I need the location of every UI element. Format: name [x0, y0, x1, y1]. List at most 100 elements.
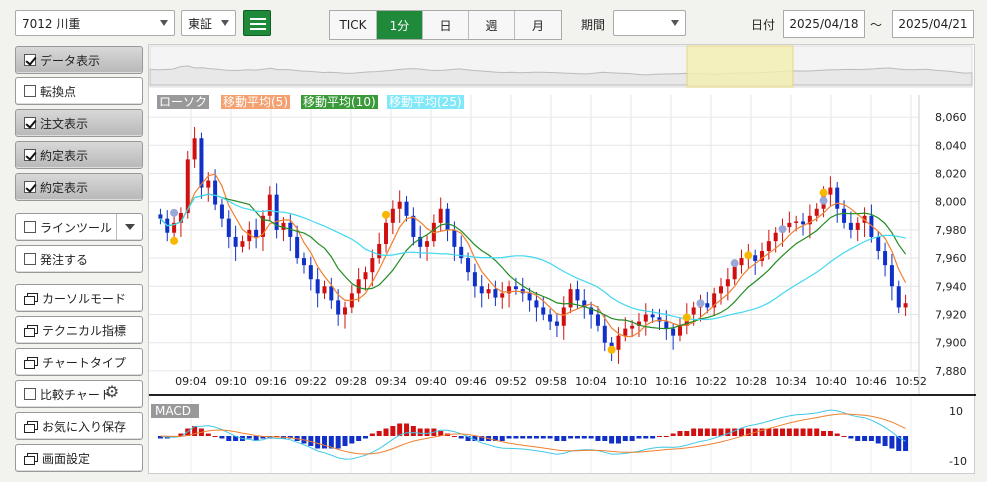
- tab-2[interactable]: 日: [423, 11, 469, 39]
- candle-body: [308, 265, 313, 280]
- sidebar-item-6[interactable]: 発注する: [15, 245, 143, 273]
- candle-body: [315, 279, 320, 294]
- macd-bar: [410, 426, 416, 436]
- macd-bar: [274, 436, 280, 437]
- checkbox-icon[interactable]: [24, 388, 36, 400]
- price-tick-label: 7,900: [935, 337, 967, 350]
- sidebar-item-10[interactable]: 比較チャート: [15, 380, 143, 408]
- tab-0[interactable]: TICK: [330, 11, 377, 39]
- macd-label: MACD: [155, 404, 191, 418]
- macd-bar: [219, 436, 225, 439]
- chart-panel[interactable]: 7,880 7,900 7,920 7,940 7,960 7,980 8,000 8,020…: [148, 44, 976, 475]
- window-icon[interactable]: [24, 452, 38, 465]
- ma25-line: [159, 193, 906, 321]
- candle-body: [575, 289, 580, 301]
- macd-bar: [650, 436, 656, 439]
- trade-marker: [778, 225, 787, 234]
- sidebar-item-4[interactable]: 約定表示: [15, 173, 143, 201]
- tab-4[interactable]: 月: [531, 18, 544, 33]
- symbol-select[interactable]: 7012 川重: [15, 10, 175, 36]
- candle-body: [390, 208, 395, 223]
- sidebar-item-3[interactable]: 約定表示: [15, 141, 143, 169]
- macd-bar: [492, 436, 498, 441]
- sidebar-item-1[interactable]: 転換点: [15, 77, 143, 105]
- period-select[interactable]: [613, 10, 686, 36]
- window-icon[interactable]: [24, 324, 38, 337]
- trade-marker: [730, 259, 739, 268]
- checkbox-icon[interactable]: [24, 221, 36, 233]
- date-to-input[interactable]: 2025/04/21: [892, 10, 974, 38]
- checkbox-checked-icon[interactable]: [24, 117, 36, 129]
- sidebar-item-11[interactable]: お気に入り保存: [15, 412, 143, 440]
- macd-bar: [643, 436, 649, 439]
- time-tick-label: 10:16: [655, 375, 687, 388]
- candle-body: [466, 258, 471, 273]
- candle-body: [739, 258, 744, 266]
- checkbox-icon[interactable]: [24, 85, 36, 97]
- navigator[interactable]: [149, 45, 973, 88]
- candle-body: [281, 222, 286, 230]
- macd-bar: [205, 433, 211, 436]
- candle-body: [260, 215, 265, 237]
- price-chart[interactable]: 7,880 7,900 7,920 7,940 7,960 7,980 8,000 8,020…: [149, 45, 976, 475]
- candle-body: [219, 204, 224, 219]
- candle-body: [602, 325, 607, 343]
- macd-bar: [855, 436, 861, 441]
- sidebar-item-label: チャートタイプ: [42, 355, 126, 370]
- navigator-window[interactable]: [686, 45, 794, 88]
- tab-1[interactable]: 1分: [377, 11, 423, 39]
- macd-bar: [889, 436, 895, 449]
- macd-bar: [363, 436, 369, 439]
- macd-bar: [342, 436, 348, 446]
- candle-body: [719, 286, 723, 294]
- macd-bar: [704, 428, 710, 436]
- macd-bar: [841, 436, 847, 437]
- price-tick-label: 7,880: [935, 365, 967, 378]
- window-icon[interactable]: [24, 356, 38, 369]
- macd-bar: [438, 431, 444, 436]
- chevron-down-icon[interactable]: [116, 214, 142, 240]
- candle-body: [397, 201, 402, 209]
- sidebar-item-9[interactable]: チャートタイプ: [15, 348, 143, 376]
- macd-bar: [554, 436, 560, 441]
- checkbox-checked-icon[interactable]: [24, 54, 36, 66]
- list-menu-button[interactable]: [243, 10, 271, 36]
- date-from-input[interactable]: 2025/04/18: [783, 10, 865, 38]
- candle-body: [677, 325, 682, 336]
- gear-icon[interactable]: ⚙: [104, 382, 120, 401]
- sidebar-item-7[interactable]: カーソルモード: [15, 284, 143, 312]
- macd-bar: [465, 436, 471, 441]
- sidebar-item-label: データ表示: [40, 53, 101, 68]
- candle-body: [534, 300, 539, 308]
- sidebar-item-0[interactable]: データ表示: [15, 46, 143, 74]
- sidebar-item-12[interactable]: 画面設定: [15, 444, 143, 472]
- candle-body: [589, 307, 594, 315]
- macd-bar: [581, 436, 587, 439]
- macd-bar: [472, 436, 478, 441]
- macd-bar: [561, 436, 567, 441]
- checkbox-checked-icon[interactable]: [24, 181, 36, 193]
- macd-bar: [711, 428, 717, 436]
- checkbox-checked-icon[interactable]: [24, 149, 36, 161]
- market-select[interactable]: 東証: [181, 10, 236, 36]
- window-icon[interactable]: [24, 292, 38, 305]
- tab-3[interactable]: 週: [469, 11, 515, 39]
- trade-marker: [682, 313, 691, 322]
- macd-bar: [424, 428, 430, 436]
- checkbox-icon[interactable]: [24, 253, 36, 265]
- sidebar-item-8[interactable]: テクニカル指標: [15, 316, 143, 344]
- candle-body: [172, 222, 177, 233]
- macd-bar: [663, 436, 669, 437]
- candle-body: [185, 159, 190, 213]
- candle-body: [213, 180, 218, 205]
- window-icon[interactable]: [24, 420, 38, 433]
- macd-bar: [533, 436, 539, 439]
- macd-pane: 10 -10: [157, 405, 967, 468]
- sidebar-item-2[interactable]: 注文表示: [15, 109, 143, 137]
- candle-body: [384, 222, 389, 244]
- date-label: 日付: [751, 18, 776, 32]
- list-icon: [250, 18, 266, 20]
- sidebar-item-5[interactable]: ラインツール: [15, 213, 143, 241]
- period-label: 期間: [581, 18, 606, 32]
- time-tick-label: 09:28: [335, 375, 367, 388]
